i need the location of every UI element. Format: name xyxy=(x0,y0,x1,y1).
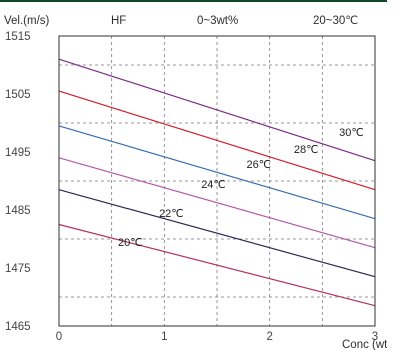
series-line-20c xyxy=(58,223,376,307)
y-tick-label: 1505 xyxy=(5,89,31,101)
y-tick-label: 1465 xyxy=(5,321,31,333)
series-label-22c: 22℃ xyxy=(159,208,184,220)
y-tick-label: 1515 xyxy=(5,31,31,43)
series-label-28c: 28℃ xyxy=(294,144,319,156)
x-tick-label: 0 xyxy=(56,331,62,343)
series-lines xyxy=(58,58,376,307)
series-line-26c xyxy=(58,125,376,220)
y-tick-label: 1485 xyxy=(5,205,31,217)
series-labels: 20℃ 22℃ 24℃ 26℃ 28℃ 30℃ xyxy=(118,127,364,249)
x-tick-label: 1 xyxy=(161,331,167,343)
series-line-30c xyxy=(58,58,376,162)
series-line-22c xyxy=(58,189,376,278)
series-label-20c: 20℃ xyxy=(118,237,143,249)
x-tick-label: 3 xyxy=(372,331,378,343)
series-label-26c: 26℃ xyxy=(246,159,271,171)
right-edge-strip xyxy=(387,0,401,350)
y-tick-label: 1475 xyxy=(5,263,31,275)
x-axis-title: Conc (wt% xyxy=(342,339,398,350)
series-label-24c: 24℃ xyxy=(201,179,226,191)
header-label-hf: HF xyxy=(111,15,126,27)
y-axis-title: Vel.(m/s) xyxy=(4,15,50,27)
x-tick-labels: 0 1 2 3 xyxy=(56,331,378,343)
y-tick-labels: 1465 1475 1485 1495 1505 1515 xyxy=(5,31,31,333)
grid-lines xyxy=(59,36,375,326)
series-label-30c: 30℃ xyxy=(339,127,364,139)
series-line-24c xyxy=(58,157,376,249)
top-edge-bar xyxy=(0,0,401,2)
header-label-range: 0~3wt% xyxy=(197,15,238,27)
series-line-28c xyxy=(58,90,376,191)
x-tick-label: 2 xyxy=(266,331,272,343)
y-tick-label: 1495 xyxy=(5,147,31,159)
header-label-temp: 20~30℃ xyxy=(313,15,358,27)
plot-frame xyxy=(58,35,376,327)
